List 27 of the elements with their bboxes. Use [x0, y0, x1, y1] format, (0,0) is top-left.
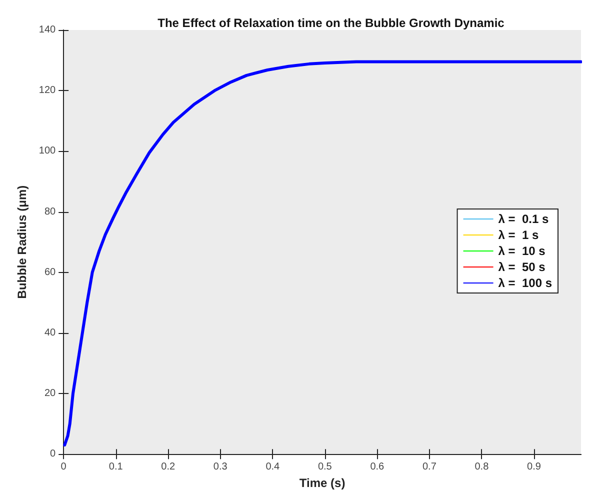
x-axis-title: Time (s)	[299, 476, 346, 490]
x-tick-label: 0.1	[108, 462, 124, 473]
x-tick-label: 0.3	[213, 462, 228, 473]
x-tick-label: 0.9	[527, 462, 542, 473]
legend-label: λ = 50 s	[498, 260, 546, 274]
chart-title: The Effect of Relaxation time on the Bubble Growth Dynamic	[158, 16, 505, 30]
legend-label: λ = 0.1 s	[498, 212, 549, 226]
y-tick-label: 40	[44, 327, 56, 338]
x-tick-label: 0	[60, 462, 67, 473]
legend-label: λ = 10 s	[498, 244, 546, 258]
x-tick-label: 0.8	[474, 462, 490, 473]
x-tick-label: 0.6	[370, 462, 385, 473]
line-series	[63, 60, 582, 447]
y-tick-label: 120	[38, 85, 56, 96]
x-tick-label: 0.7	[422, 462, 437, 473]
y-tick-label: 60	[44, 266, 56, 278]
y-tick-label: 0	[50, 448, 56, 460]
y-tick-label: 20	[44, 388, 56, 400]
x-tick-label: 0.2	[161, 462, 176, 473]
y-tick-label: 80	[44, 206, 56, 218]
legend-label: λ = 1 s	[498, 228, 539, 242]
x-tick-label: 0.5	[318, 462, 332, 473]
y-tick-label: 140	[38, 24, 56, 36]
y-tick-label: 100	[38, 146, 56, 157]
y-axis-title: Bubble Radius (μm)	[15, 185, 29, 299]
x-tick-label: 0.4	[266, 462, 280, 473]
legend-label: λ = 100 s	[498, 276, 552, 290]
